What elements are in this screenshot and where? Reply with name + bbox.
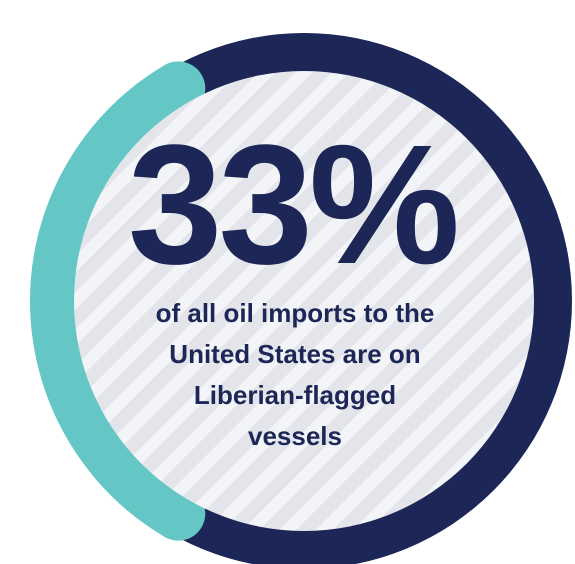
caption-line: United States are on xyxy=(169,339,421,369)
caption: of all oil imports to the United States … xyxy=(95,293,495,457)
inner-circle xyxy=(74,71,534,531)
highlight-slice xyxy=(30,61,206,541)
caption-line: of all oil imports to the xyxy=(155,298,435,328)
center-label: 33% of all oil imports to the United Sta… xyxy=(95,120,495,457)
caption-line: vessels xyxy=(248,421,342,451)
big-percentage: 33% xyxy=(127,110,460,300)
caption-line: Liberian-flagged xyxy=(193,380,397,410)
